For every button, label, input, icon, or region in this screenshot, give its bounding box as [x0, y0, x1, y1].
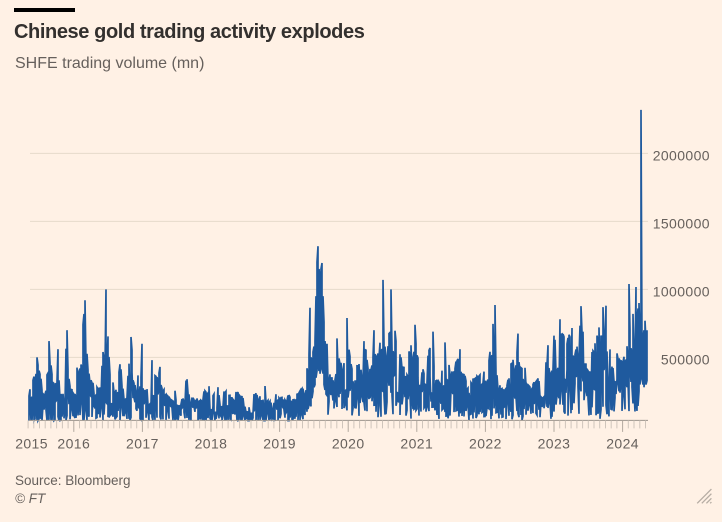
svg-text:2022: 2022 — [469, 436, 502, 452]
svg-text:2016: 2016 — [57, 436, 90, 452]
svg-text:2000000: 2000000 — [653, 147, 710, 163]
svg-text:500000: 500000 — [661, 351, 710, 367]
svg-text:2024: 2024 — [606, 436, 639, 452]
svg-text:2018: 2018 — [195, 436, 228, 452]
svg-text:2021: 2021 — [400, 436, 433, 452]
svg-text:1000000: 1000000 — [653, 283, 710, 299]
svg-text:2023: 2023 — [538, 436, 571, 452]
svg-text:1500000: 1500000 — [653, 215, 710, 231]
svg-text:2020: 2020 — [332, 436, 365, 452]
svg-text:2019: 2019 — [263, 436, 296, 452]
svg-text:2017: 2017 — [126, 436, 159, 452]
svg-text:2015: 2015 — [15, 436, 48, 452]
